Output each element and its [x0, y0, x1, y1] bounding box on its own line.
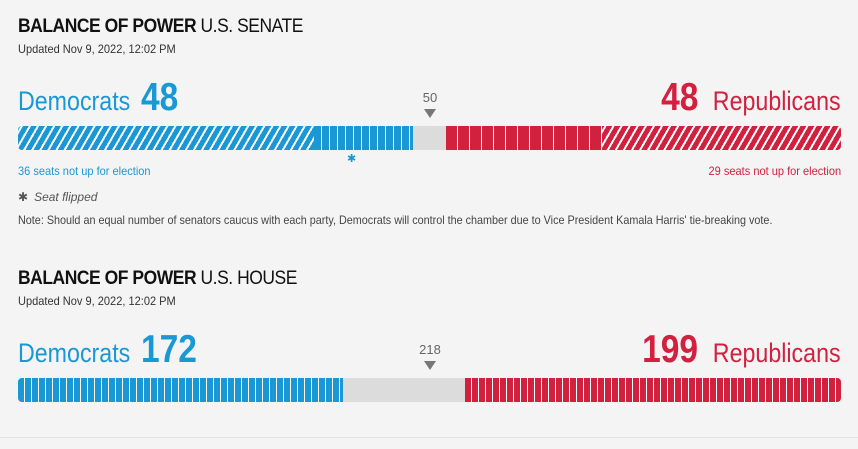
- senate-flip-legend: ✱ Seat flipped: [18, 190, 97, 204]
- house-dem-seats: 172: [140, 328, 197, 371]
- house-rep-label: Republicans: [713, 338, 841, 368]
- senate-note: Note: Should an equal number of senators…: [18, 213, 773, 227]
- house-rep-segment: [464, 378, 841, 402]
- senate-rep-label: Republicans: [713, 86, 841, 116]
- house-seat-bar: [18, 378, 841, 402]
- senate-majority-arrow-icon: [424, 109, 436, 118]
- house-dem-count: Democrats 172: [18, 328, 206, 372]
- senate-dem-won-segment: [314, 126, 414, 150]
- senate-flipped-seat-icon: ✱: [347, 153, 357, 165]
- senate-flip-legend-label: Seat flipped: [34, 190, 98, 204]
- senate-rep-not-up-segment: [602, 126, 841, 150]
- senate-rep-won-segment: [445, 126, 603, 150]
- house-dem-label: Democrats: [18, 338, 131, 368]
- senate-title-bold: BALANCE OF POWER: [18, 16, 197, 37]
- house-rep-seats: 199: [641, 328, 698, 371]
- senate-majority-marker: 50: [410, 90, 450, 118]
- senate-updated-timestamp: Updated Nov 9, 2022, 12:02 PM: [18, 42, 176, 56]
- house-section: BALANCE OF POWER U.S. HOUSE Updated Nov …: [18, 268, 841, 408]
- house-undecided-segment: [343, 378, 464, 402]
- senate-section: BALANCE OF POWER U.S. SENATE Updated Nov…: [18, 16, 841, 231]
- house-title: BALANCE OF POWER U.S. HOUSE: [18, 268, 297, 290]
- senate-title: BALANCE OF POWER U.S. SENATE: [18, 16, 303, 38]
- senate-rep-not-up-text: 29 seats not up for election: [708, 164, 841, 178]
- house-majority-marker: 218: [410, 342, 450, 370]
- senate-dem-not-up-segment: [18, 126, 315, 150]
- house-majority-value: 218: [419, 342, 441, 357]
- senate-title-chamber: U.S. SENATE: [200, 16, 304, 37]
- senate-undecided-segment: [413, 126, 446, 150]
- house-dem-segment: [18, 378, 344, 402]
- senate-dem-seats: 48: [140, 76, 179, 119]
- senate-rep-seats: 48: [660, 76, 698, 119]
- senate-majority-value: 50: [422, 90, 438, 105]
- senate-dem-not-up-text: 36 seats not up for election: [18, 164, 151, 178]
- senate-rep-count: 48 Republicans: [655, 76, 841, 120]
- senate-dem-count: Democrats 48: [18, 76, 184, 120]
- house-title-bold: BALANCE OF POWER: [18, 268, 197, 289]
- section-divider: [0, 437, 858, 438]
- house-rep-count: 199 Republicans: [633, 328, 841, 372]
- house-majority-arrow-icon: [424, 361, 436, 370]
- senate-seat-bar: [18, 126, 841, 150]
- house-title-chamber: U.S. HOUSE: [200, 268, 298, 289]
- house-updated-timestamp: Updated Nov 9, 2022, 12:02 PM: [18, 294, 176, 308]
- star-icon: ✱: [18, 190, 29, 204]
- senate-dem-label: Democrats: [18, 86, 131, 116]
